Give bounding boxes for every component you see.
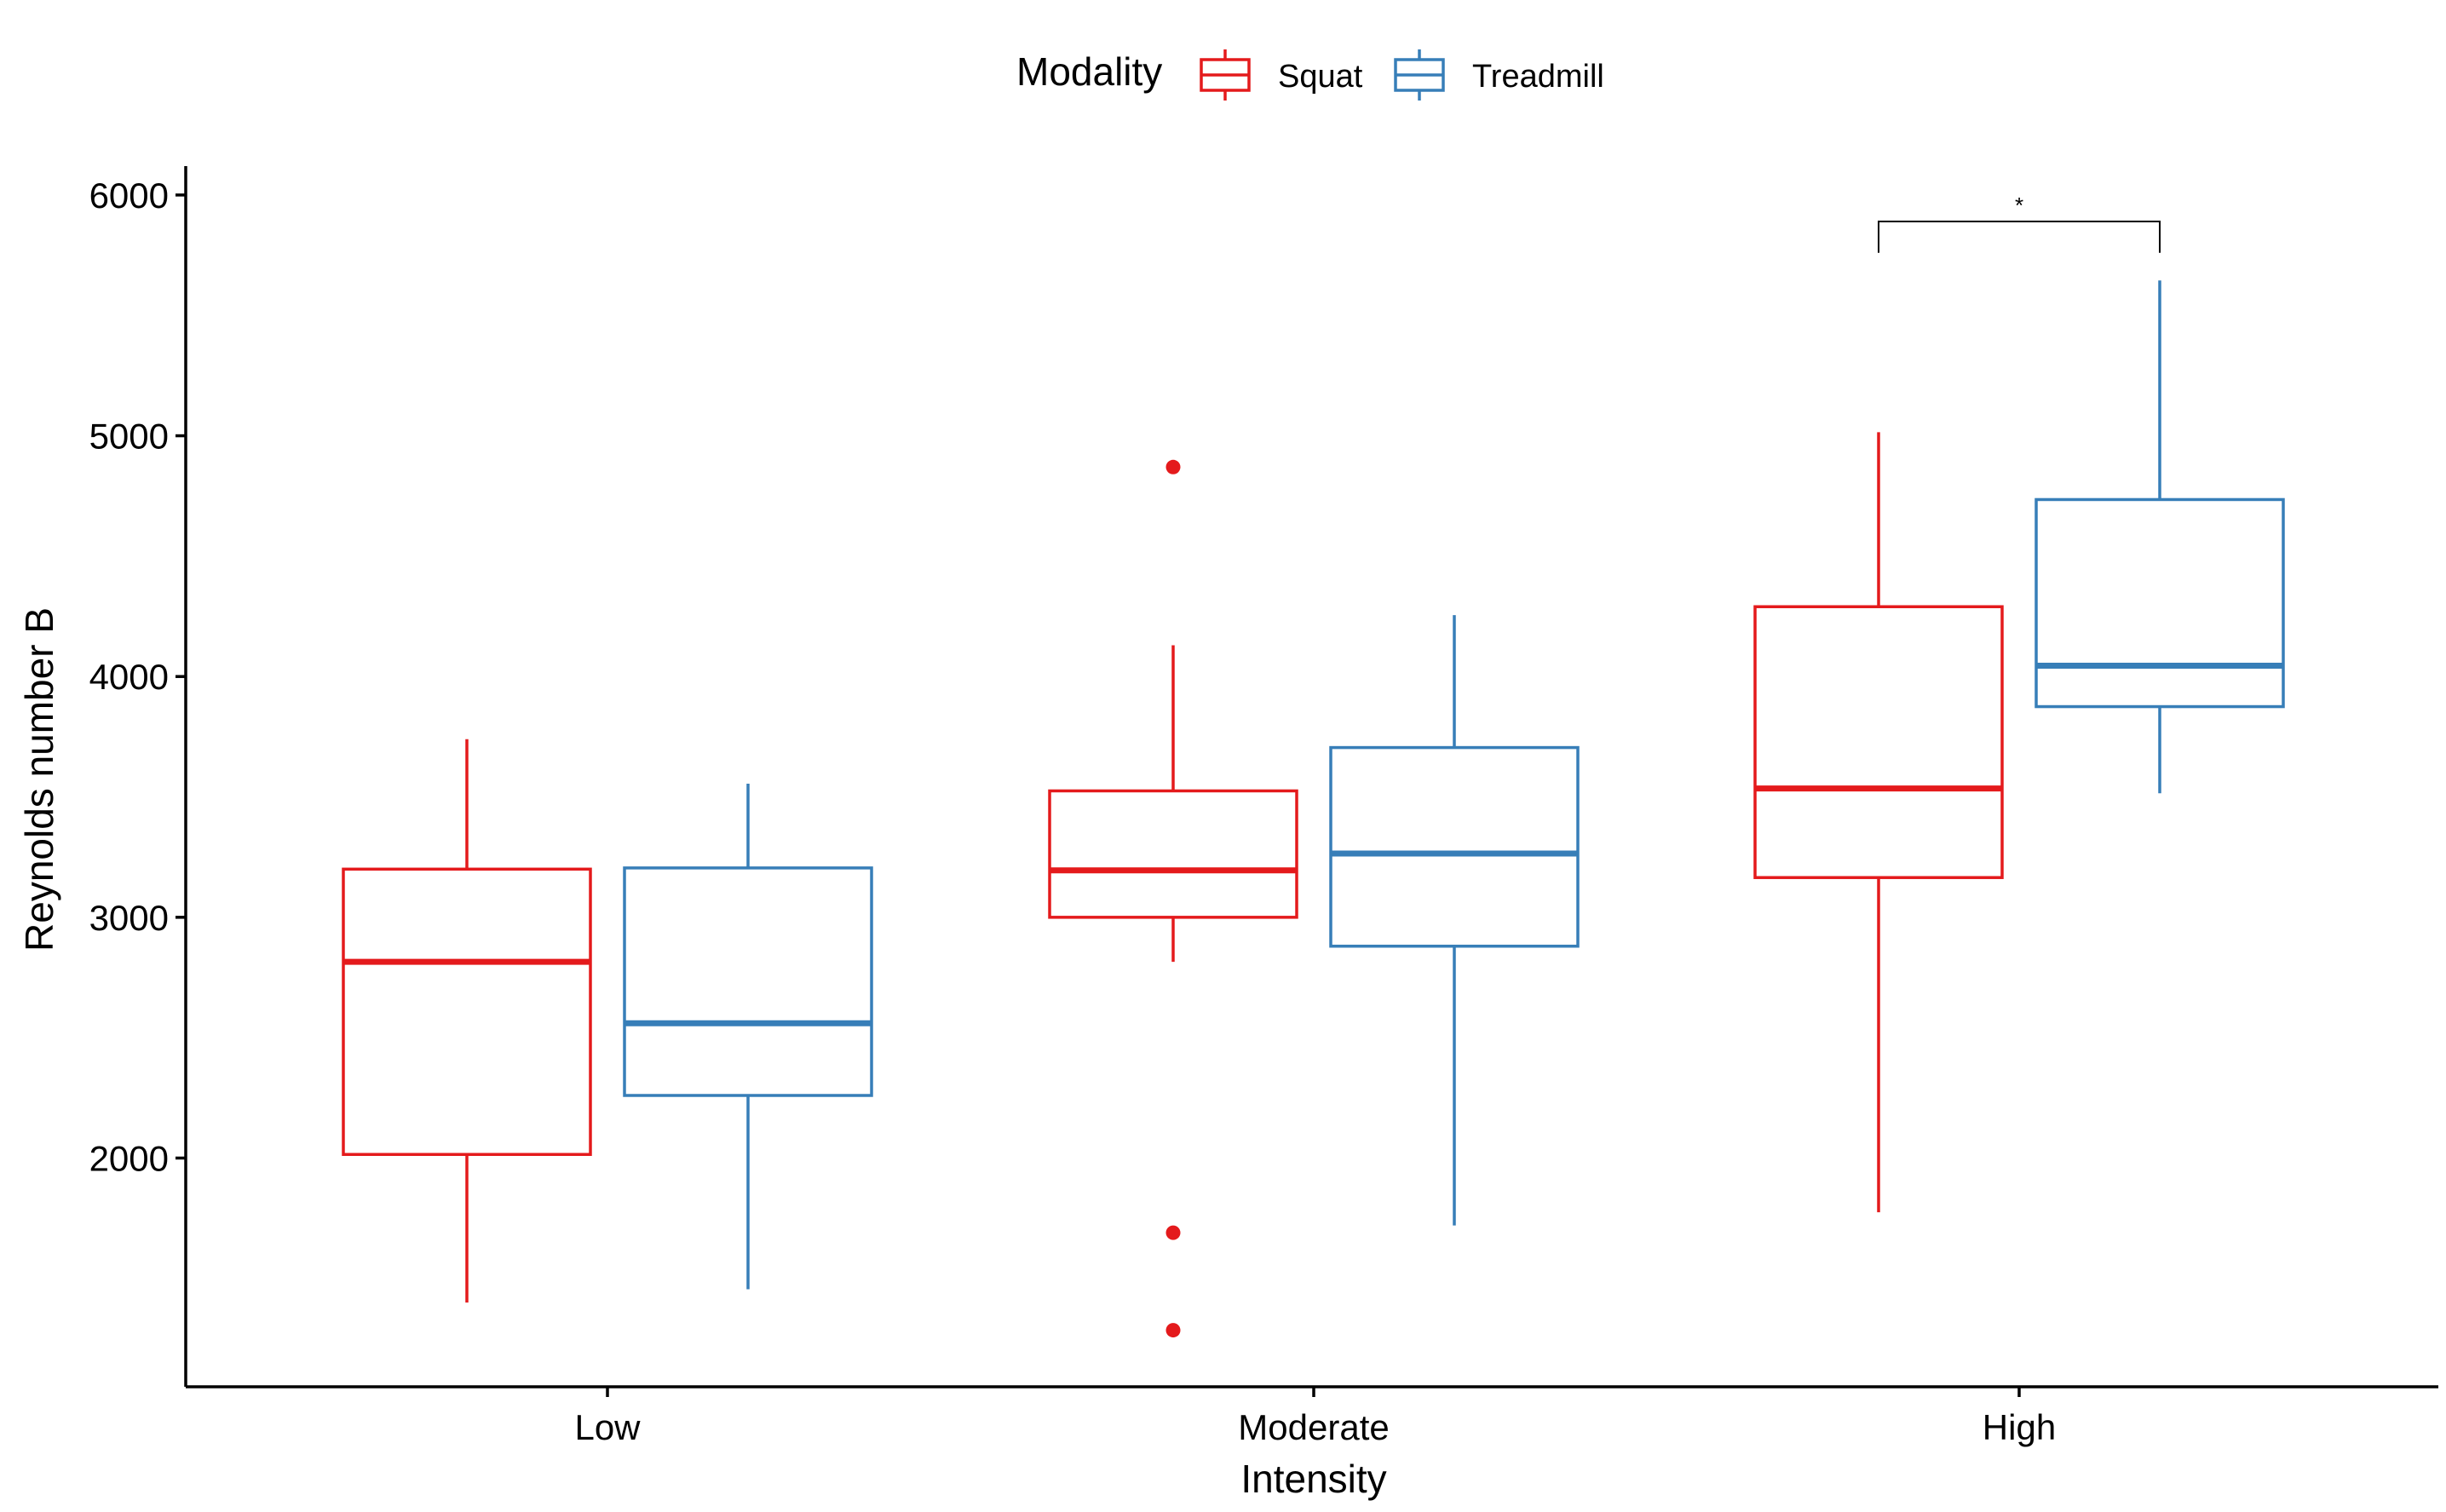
- legend-item-treadmill: Treadmill: [1394, 49, 1604, 101]
- box-treadmill-moderate: [1329, 615, 1580, 1226]
- box-treadmill-low: [623, 783, 873, 1290]
- x-tick-label: Moderate: [1238, 1407, 1389, 1447]
- y-tick-label: 6000: [89, 175, 169, 216]
- box-body: [1329, 745, 1580, 948]
- box-body: [1048, 789, 1298, 919]
- box-body: [342, 867, 592, 1156]
- box-squat-low: [342, 739, 592, 1303]
- series-treadmill: [623, 280, 2285, 1290]
- legend-label: Treadmill: [1472, 59, 1604, 95]
- y-tick-label: 2000: [89, 1138, 169, 1178]
- box-body: [1753, 605, 2004, 879]
- box-body: [2034, 497, 2285, 709]
- y-tick-label: 3000: [89, 898, 169, 938]
- bracket-line: [1878, 221, 2161, 253]
- legend-entries: Squat Treadmill: [1200, 49, 1604, 101]
- box-treadmill-high: [2034, 280, 2285, 794]
- box-squat-high: [1753, 432, 2004, 1213]
- box-squat-moderate: [1048, 459, 1298, 1338]
- legend-label: Squat: [1278, 59, 1363, 95]
- box-body: [623, 866, 873, 1097]
- significance-label: *: [2015, 193, 2023, 218]
- y-tick-label: 5000: [89, 417, 169, 457]
- legend-item-squat: Squat: [1200, 49, 1363, 101]
- outlier-point: [1165, 1225, 1181, 1240]
- plot-area: *: [342, 193, 2285, 1338]
- x-tick-label: High: [1983, 1407, 2056, 1447]
- x-axis-label: Intensity: [1240, 1457, 1386, 1501]
- legend-title: Modality: [1016, 49, 1162, 94]
- y-axis-label: Reynolds number B: [17, 607, 61, 951]
- outlier-point: [1165, 459, 1181, 474]
- outlier-point: [1165, 1323, 1181, 1338]
- y-tick-label: 4000: [89, 657, 169, 697]
- significance-bracket: *: [1878, 193, 2161, 253]
- series-squat: [342, 432, 2004, 1338]
- x-tick-label: Low: [574, 1407, 641, 1447]
- legend: Modality Squat Treadmill: [1016, 49, 1604, 101]
- axes: 2000 3000 4000 5000 6000 Low Moderate High: [89, 166, 2438, 1447]
